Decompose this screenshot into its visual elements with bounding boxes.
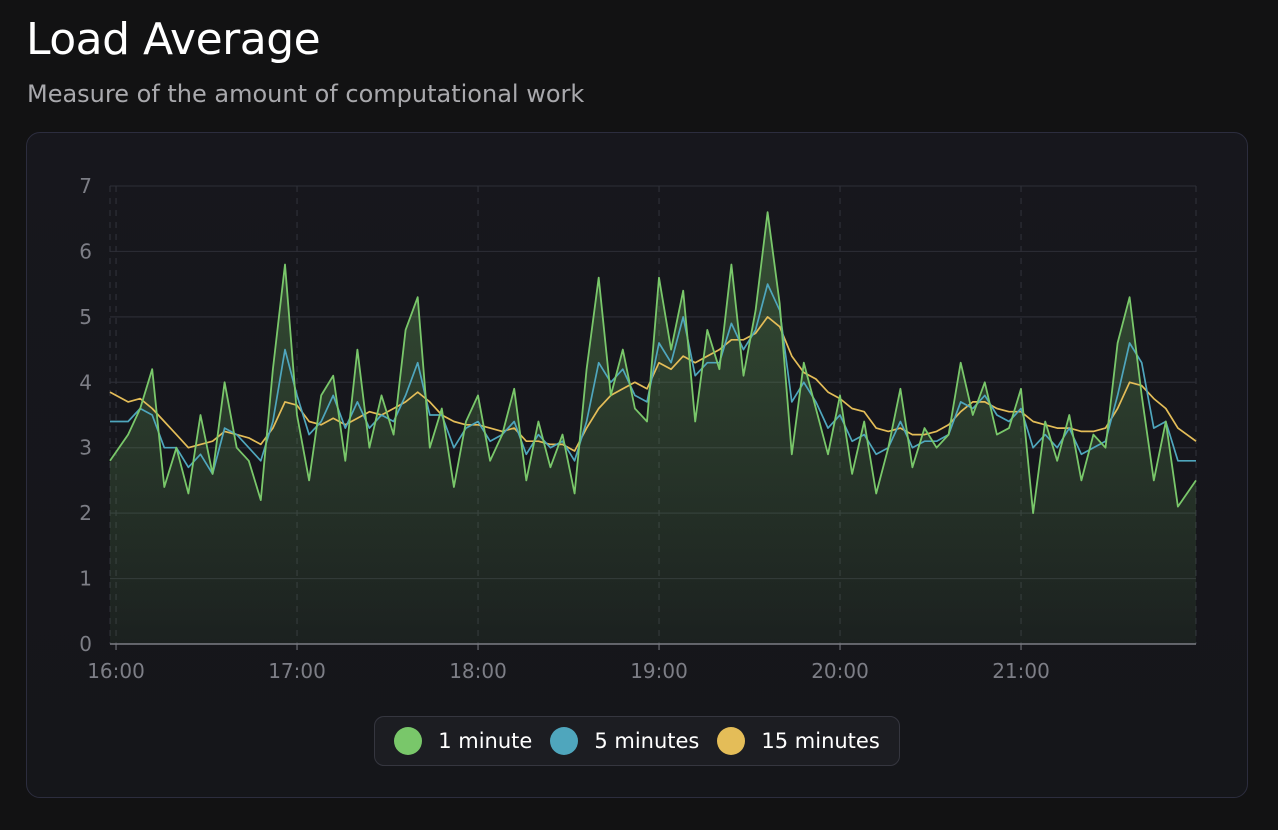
axes: 0 1 2 3 4 5 6 7 16:00 17:00 18:00 19:00 20:00 21:00 <box>79 174 1196 683</box>
series-areas <box>110 212 1196 644</box>
legend-item[interactable]: 5 minutes <box>550 727 699 755</box>
x-tick-label: 20:00 <box>811 659 869 683</box>
y-tick-label: 4 <box>79 370 92 394</box>
legend-swatch <box>717 727 746 755</box>
legend-label: 15 minutes <box>761 729 880 753</box>
y-tick-label: 6 <box>79 239 92 263</box>
series-lines <box>109 211 1197 514</box>
series-area-1-minute <box>110 212 1196 644</box>
y-tick-label: 1 <box>79 567 92 591</box>
legend-swatch <box>550 727 579 755</box>
x-tick-label: 19:00 <box>630 659 688 683</box>
x-tick-label: 17:00 <box>268 659 326 683</box>
x-tick-label: 18:00 <box>449 659 507 683</box>
series-line-1-minute <box>109 211 1197 514</box>
legend-swatch <box>394 727 423 755</box>
page-subtitle: Measure of the amount of computational w… <box>27 80 585 108</box>
legend-item[interactable]: 15 minutes <box>717 727 880 755</box>
x-tick-label: 16:00 <box>87 659 145 683</box>
legend-label: 1 minute <box>438 729 533 753</box>
legend-item[interactable]: 1 minute <box>394 727 532 755</box>
y-tick-label: 5 <box>79 305 92 329</box>
y-tick-label: 7 <box>79 174 92 198</box>
y-tick-label: 2 <box>79 501 92 525</box>
chart-legend: 1 minute 5 minutes 15 minutes <box>374 716 900 766</box>
y-tick-label: 0 <box>79 632 92 656</box>
page-title: Load Average <box>26 14 321 65</box>
legend-label: 5 minutes <box>594 729 700 753</box>
y-tick-label: 3 <box>79 436 92 460</box>
x-tick-label: 21:00 <box>992 659 1050 683</box>
